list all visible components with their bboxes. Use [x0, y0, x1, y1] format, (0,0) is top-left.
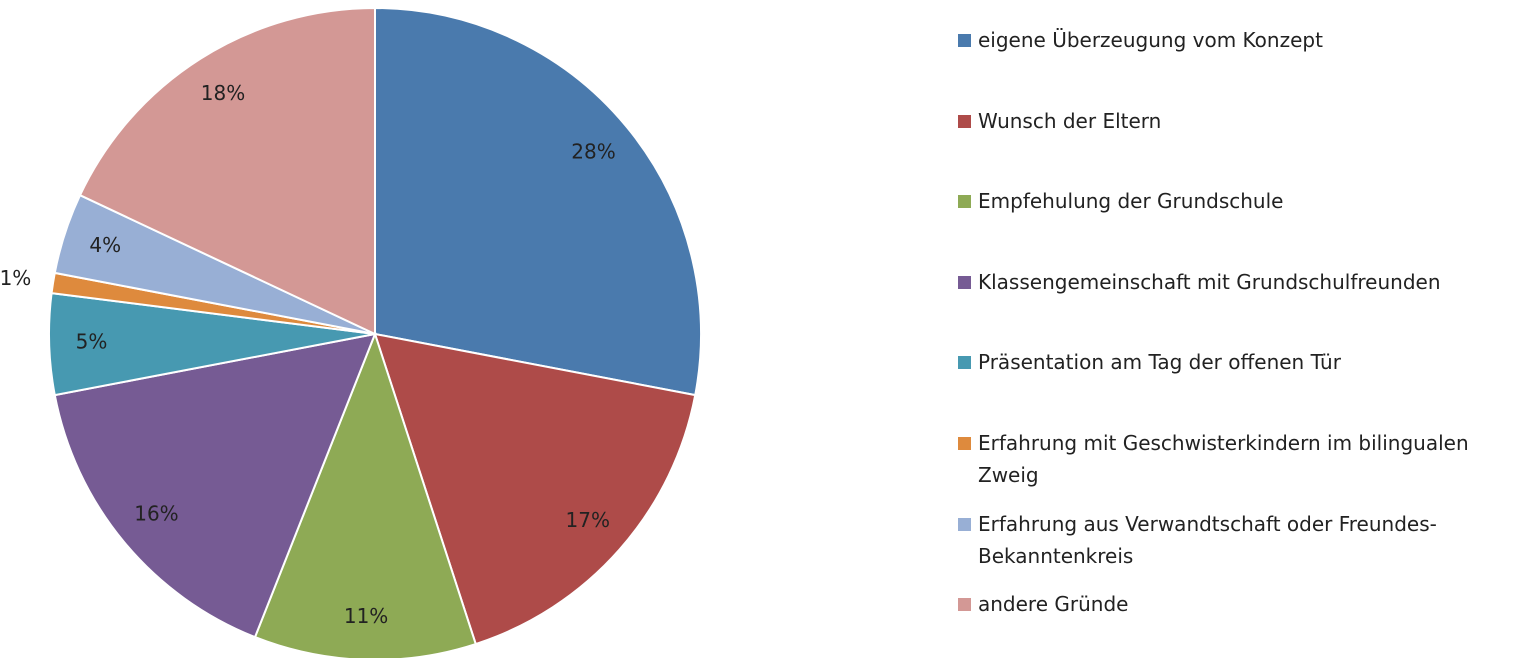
legend-item: Empfehulung der Grundschule	[958, 185, 1518, 266]
data-label: 5%	[76, 329, 108, 353]
legend-item: Präsentation am Tag der offenen Tür	[958, 346, 1518, 427]
legend-item: Klassengemeinschaft mit Grundschulfreund…	[958, 266, 1518, 347]
legend-item: Erfahrung mit Geschwisterkindern im bili…	[958, 427, 1518, 508]
data-label: 16%	[134, 501, 178, 525]
legend-swatch	[958, 517, 971, 531]
legend-label: Erfahrung mit Geschwisterkindern im bili…	[978, 430, 1469, 487]
chart: 28% 17% 11% 16% 5% 1% 4% 18%	[0, 6, 702, 658]
legend-label: Wunsch der Eltern	[978, 108, 1162, 133]
data-label: 11%	[344, 604, 388, 628]
legend-label: Klassengemeinschaft mit Grundschulfreund…	[978, 269, 1441, 294]
legend-swatch	[958, 114, 971, 128]
legend-label: Empfehulung der Grundschule	[978, 189, 1284, 214]
pie-slice	[374, 6, 702, 397]
legend-label: Präsentation am Tag der offenen Tür	[978, 350, 1341, 375]
legend-swatch	[958, 195, 971, 209]
pie-slice	[53, 332, 377, 639]
legend-swatch	[958, 356, 971, 370]
legend-item: eigene Überzeugung vom Konzept	[958, 24, 1518, 105]
legend: eigene Überzeugung vom Konzept Wunsch der…	[958, 24, 1518, 669]
legend-swatch	[958, 436, 971, 450]
pie-slice	[373, 332, 697, 646]
data-label: 18%	[201, 81, 245, 105]
pie-slice	[78, 6, 376, 336]
legend-swatch	[958, 34, 971, 47]
data-label: 1%	[0, 266, 31, 290]
data-label: 28%	[571, 140, 615, 164]
pie-slice	[253, 331, 478, 658]
legend-swatch	[958, 275, 971, 289]
legend-item: andere Gründe	[958, 588, 1518, 669]
legend-item: Wunsch der Eltern	[958, 105, 1518, 186]
legend-label: andere Gründe	[978, 592, 1129, 617]
data-label: 4%	[89, 233, 121, 257]
legend-swatch	[958, 598, 971, 612]
data-label: 17%	[566, 508, 610, 532]
legend-item: Erfahrung aus Verwandtschaft oder Freund…	[958, 508, 1518, 589]
legend-label: eigene Überzeugung vom Konzept	[978, 28, 1323, 52]
legend-label: Erfahrung aus Verwandtschaft oder Freund…	[978, 511, 1437, 568]
